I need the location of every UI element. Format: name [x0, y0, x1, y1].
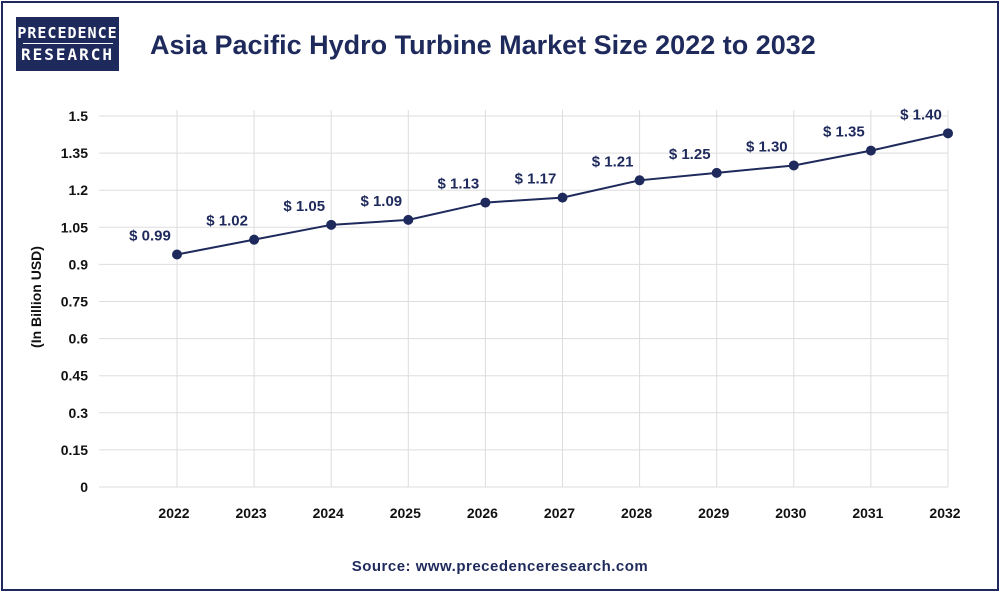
y-tick-label: 0.15: [61, 442, 88, 458]
gridlines: [99, 110, 949, 488]
data-label: $ 1.13: [438, 176, 480, 193]
x-tick-label: 2029: [698, 505, 729, 521]
data-label: $ 1.05: [283, 198, 325, 215]
x-tick-label: 2022: [158, 505, 189, 521]
y-tick-label: 1.05: [61, 219, 88, 235]
data-label: $ 1.21: [592, 153, 634, 170]
data-label: $ 1.09: [360, 193, 402, 210]
data-label: $ 1.35: [823, 124, 865, 141]
precedence-research-logo: PRECEDENCE RESEARCH: [16, 17, 119, 71]
x-tick-label: 2031: [852, 505, 883, 521]
data-point: [480, 197, 491, 208]
x-tick-label: 2030: [775, 505, 806, 521]
data-label: $ 1.02: [206, 213, 248, 230]
data-point: [326, 219, 337, 230]
y-tick-label: 1.5: [69, 108, 89, 124]
y-tick-label: 0.6: [69, 331, 89, 347]
data-points: [172, 128, 953, 260]
x-tick-label: 2024: [313, 505, 344, 521]
chart-title: Asia Pacific Hydro Turbine Market Size 2…: [150, 30, 816, 60]
data-label: $ 1.25: [669, 146, 711, 163]
data-point: [865, 145, 876, 156]
data-label: $ 1.17: [515, 171, 557, 188]
data-point: [172, 249, 182, 260]
y-tick-label: 0: [80, 479, 88, 495]
data-label: $ 0.99: [129, 228, 171, 245]
y-axis-ticks: 0 0.15 0.3 0.45 0.6 0.75 0.9 1.05 1.2 1.35 1.5: [61, 108, 88, 495]
x-tick-label: 2028: [621, 505, 652, 521]
data-point: [788, 160, 799, 171]
logo-line-2: RESEARCH: [20, 45, 115, 64]
x-tick-label: 2025: [390, 505, 421, 521]
data-point: [249, 234, 260, 245]
data-point: [403, 214, 414, 225]
data-point: [634, 175, 645, 186]
data-point: [557, 192, 568, 203]
data-labels: $ 0.99 $ 1.02 $ 1.05 $ 1.09 $ 1.13 $ 1.17 $ 1.…: [129, 106, 942, 244]
y-tick-label: 0.45: [61, 368, 88, 384]
x-tick-label: 2027: [544, 505, 575, 521]
y-axis-title: (In Billion USD): [28, 246, 44, 348]
data-label: $ 1.40: [900, 106, 942, 123]
data-point: [943, 128, 953, 139]
logo-divider: [22, 43, 113, 44]
data-label: $ 1.30: [746, 138, 788, 155]
data-point: [711, 167, 722, 178]
y-tick-label: 0.3: [69, 405, 89, 421]
x-tick-label: 2023: [236, 505, 267, 521]
source-note: Source: www.precedenceresearch.com: [351, 558, 649, 575]
y-tick-label: 1.35: [61, 145, 88, 161]
x-tick-label: 2032: [929, 505, 960, 521]
y-tick-label: 0.9: [69, 256, 89, 272]
x-axis-ticks: 2022 2023 2024 2025 2026 2027 2028 2029 2030 2031…: [158, 505, 960, 521]
x-tick-label: 2026: [467, 505, 498, 521]
y-tick-label: 0.75: [61, 294, 88, 310]
y-tick-label: 1.2: [69, 182, 89, 198]
logo-line-1: PRECEDENCE: [17, 24, 118, 42]
